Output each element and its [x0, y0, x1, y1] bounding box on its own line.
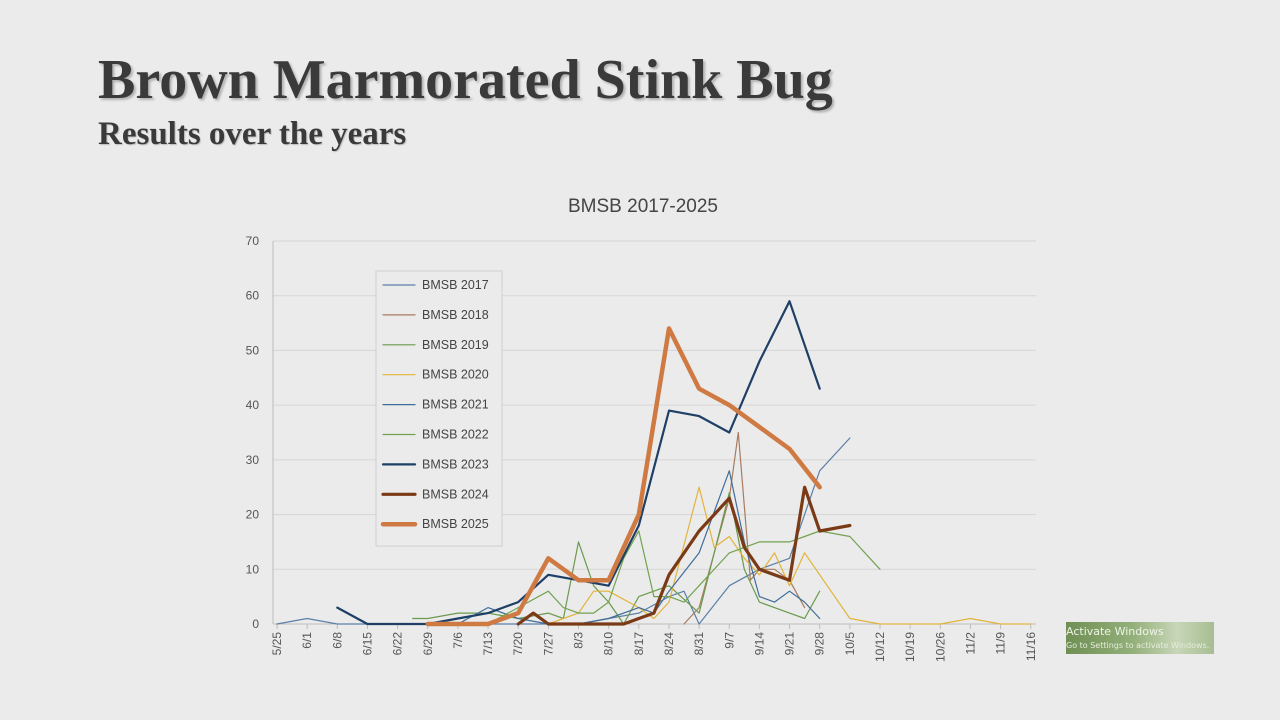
series-line-7 [516, 485, 852, 626]
x-tick-label: 5/25 [270, 632, 284, 656]
x-tick-label: 7/13 [481, 632, 495, 656]
legend-item-label: BMSB 2024 [422, 487, 489, 501]
x-tick-label: 6/22 [391, 632, 405, 656]
x-tick-label: 8/10 [602, 632, 616, 656]
x-tick-label: 11/16 [1024, 632, 1038, 661]
x-tick-label: 11/2 [963, 632, 977, 655]
series-line-2 [412, 492, 821, 625]
legend-item-label: BMSB 2022 [422, 428, 489, 442]
legend-item-label: BMSB 2019 [422, 338, 489, 352]
slide-subtitle: Results over the years [98, 116, 407, 152]
legend-item-label: BMSB 2017 [422, 278, 489, 292]
series-line-0 [276, 437, 851, 625]
x-tick-label: 10/5 [843, 632, 857, 656]
y-tick-label: 20 [246, 508, 260, 522]
legend-box [375, 270, 503, 547]
x-tick-label: 6/29 [421, 632, 435, 656]
series-line-8 [425, 326, 822, 627]
legend-item-label: BMSB 2023 [422, 457, 489, 471]
x-tick-label: 8/17 [632, 632, 646, 656]
x-tick-label: 9/28 [813, 632, 827, 656]
x-tick-label: 7/20 [511, 632, 525, 656]
y-tick-label: 70 [246, 234, 260, 248]
x-tick-label: 6/8 [330, 632, 344, 649]
chart-legend: BMSB 2017 BMSB 2018 BMSB 2019 BMSB 2020 BMSB… [375, 270, 503, 547]
x-tick-label: 7/6 [451, 632, 465, 649]
watermark-line-2: Go to Settings to activate Windows. [1066, 641, 1210, 650]
legend-item-label: BMSB 2025 [422, 517, 489, 531]
legend-item-label: BMSB 2021 [422, 398, 489, 412]
x-tick-label: 8/24 [662, 632, 676, 656]
x-tick-label: 10/26 [933, 632, 947, 662]
chart-title: BMSB 2017-2025 [568, 196, 718, 217]
x-tick-label: 9/7 [722, 632, 736, 649]
y-tick-label: 50 [246, 343, 260, 357]
series-line-3 [547, 486, 1032, 625]
x-tick-label: 6/15 [360, 632, 374, 656]
x-tick-label: 9/14 [752, 632, 766, 656]
x-tick-label: 10/19 [903, 632, 917, 662]
y-tick-label: 30 [246, 453, 260, 467]
x-tick-label: 10/12 [873, 632, 887, 662]
x-axis: 5/25 6/1 6/8 6/15 6/22 6/29 7/6 7/13 7/20 7/27 8/3… [270, 624, 1038, 662]
x-tick-label: 8/31 [692, 632, 706, 656]
x-tick-label: 6/1 [300, 632, 314, 649]
legend-item-label: BMSB 2018 [422, 308, 489, 322]
y-tick-label: 0 [252, 617, 259, 631]
activate-windows-watermark: Activate Windows Go to Settings to activ… [1066, 622, 1214, 654]
watermark-line-1: Activate Windows [1066, 625, 1164, 638]
x-tick-label: 8/3 [572, 632, 586, 649]
x-tick-label: 9/21 [783, 632, 797, 656]
y-tick-label: 40 [246, 398, 260, 412]
y-tick-label: 10 [246, 562, 260, 576]
legend-item-label: BMSB 2020 [422, 368, 489, 382]
y-axis: 0 10 20 30 40 50 60 70 [246, 234, 260, 631]
slide-title: Brown Marmorated Stink Bug [98, 49, 833, 111]
y-tick-label: 60 [246, 289, 260, 303]
x-tick-label: 7/27 [541, 632, 555, 656]
x-tick-label: 11/9 [994, 632, 1008, 655]
chart-series-lines [276, 300, 1032, 627]
